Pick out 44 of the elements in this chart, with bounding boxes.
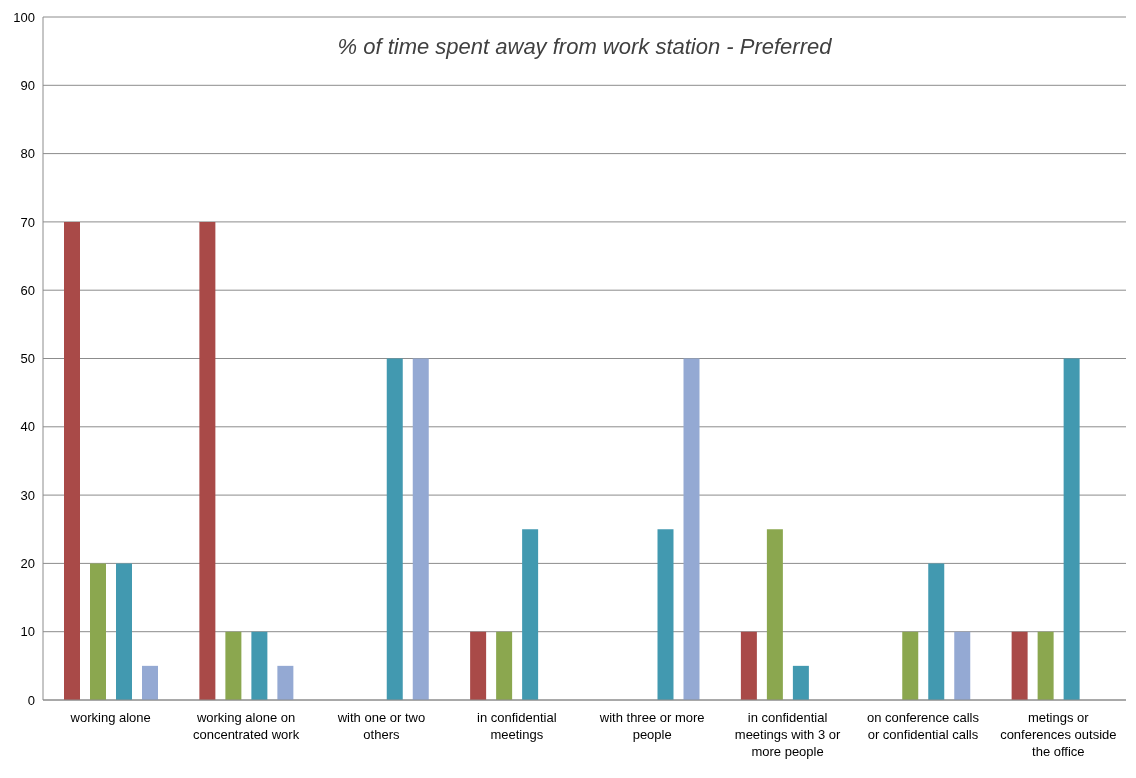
bar <box>683 358 700 700</box>
y-tick-label: 10 <box>20 624 35 640</box>
x-tick-label: with one or two others <box>336 710 426 742</box>
bar <box>1011 631 1028 700</box>
y-tick-label: 70 <box>20 214 35 230</box>
bar <box>199 221 216 700</box>
bar <box>64 221 80 700</box>
y-tick-label: 20 <box>20 556 35 572</box>
bar <box>740 631 757 700</box>
bar <box>470 631 487 700</box>
x-tick-label: on conference calls or confidential calls <box>866 710 980 742</box>
y-tick-label: 0 <box>27 692 35 708</box>
bar <box>386 358 403 700</box>
text: % of time spent away from work station - Preferred <box>336 34 833 60</box>
bar <box>657 529 674 700</box>
x-tick-label: in confidential meetings with 3 or more people <box>734 710 841 759</box>
y-tick-label: 60 <box>20 282 35 298</box>
y-tick-label: 50 <box>20 351 35 367</box>
bar <box>251 631 268 700</box>
x-tick-label: in confidential meetings <box>477 710 557 742</box>
bar <box>1063 358 1080 700</box>
bar <box>142 665 158 700</box>
bar <box>496 631 513 700</box>
y-tick-label: 30 <box>20 487 35 503</box>
bar <box>928 563 945 700</box>
x-tick-label: with three or more people <box>598 710 705 742</box>
bar <box>902 631 919 700</box>
y-tick-label: 80 <box>20 146 35 162</box>
y-tick-label: 90 <box>20 77 35 93</box>
y-tick-label: 100 <box>13 9 35 25</box>
bar <box>954 631 971 700</box>
bar <box>277 665 294 700</box>
bar <box>792 665 809 700</box>
bar <box>90 563 106 700</box>
x-tick-label: metings or conferences outside the office <box>1000 710 1117 759</box>
y-tick-label: 40 <box>20 419 35 435</box>
bar <box>766 529 783 700</box>
bar <box>1037 631 1054 700</box>
bar <box>522 529 539 700</box>
bar <box>412 358 429 700</box>
x-tick-label: working alone <box>69 710 151 725</box>
bar <box>225 631 242 700</box>
bar <box>116 563 132 700</box>
x-tick-label: working alone on concentrated work <box>192 710 300 742</box>
